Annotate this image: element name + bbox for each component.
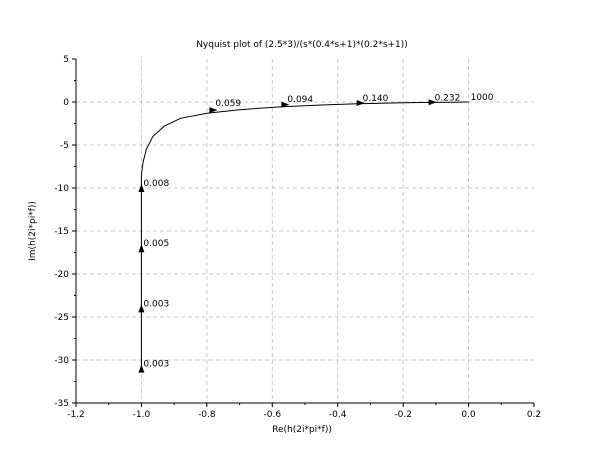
x-tick-label: -1.2 [67, 410, 85, 420]
grid-layer [76, 59, 534, 403]
frequency-label: 0.232 [435, 93, 461, 103]
y-tick-label: -5 [60, 141, 69, 151]
direction-arrow [209, 107, 218, 114]
y-axis-label: Im(h(2i*pi*f)) [28, 201, 38, 261]
direction-arrow [138, 364, 145, 373]
x-axis-label: Re(h(2i*pi*f)) [272, 425, 332, 435]
axes-layer [75, 59, 534, 404]
frequency-label: 1000 [471, 93, 494, 103]
frequency-label: 0.140 [363, 94, 389, 104]
frequency-label: 0.003 [143, 360, 169, 370]
x-tick-label: -0.4 [329, 410, 347, 420]
nyquist-curve [140, 101, 469, 369]
frequency-label: 0.008 [143, 179, 169, 189]
x-tick-label: 0.0 [461, 410, 476, 420]
direction-arrow [281, 101, 290, 108]
x-tick-label: -0.2 [394, 410, 412, 420]
y-tick-label: -30 [54, 356, 69, 366]
frequency-label: 0.059 [215, 99, 241, 109]
y-tick-label: -10 [54, 184, 69, 194]
frequency-label: 0.005 [143, 239, 169, 249]
frequency-label: 0.003 [143, 299, 169, 309]
direction-arrow [138, 304, 145, 313]
y-tick-label: -15 [54, 227, 69, 237]
direction-arrow [138, 244, 145, 253]
direction-arrow [356, 100, 365, 107]
y-tick-label: 5 [63, 55, 69, 65]
x-tick-label: 0.2 [527, 410, 541, 420]
direction-arrow [138, 184, 145, 192]
frequency-label: 0.094 [287, 95, 313, 105]
x-tick-label: -0.6 [264, 410, 282, 420]
y-tick-label: 0 [63, 98, 69, 108]
y-tick-label: -25 [54, 313, 69, 323]
ticks-layer: -1.2 -1.0 -0.8 -0.6 -0.4 -0.2 0.0 0.2 5 0 -5 -10 -15… [54, 55, 541, 420]
y-tick-label: -35 [54, 399, 69, 409]
x-tick-label: -1.0 [133, 410, 151, 420]
y-tick-label: -20 [54, 270, 69, 280]
direction-arrow [428, 99, 437, 106]
annotation-layer: 0.003 0.003 0.005 0.008 0.059 0.094 0.140 0.232… [143, 93, 493, 370]
x-tick-label: -0.8 [198, 410, 216, 420]
curve-layer [138, 99, 469, 373]
chart-title: Nyquist plot of (2.5*3)/(s*(0.4*s+1)*(0.… [196, 40, 408, 50]
